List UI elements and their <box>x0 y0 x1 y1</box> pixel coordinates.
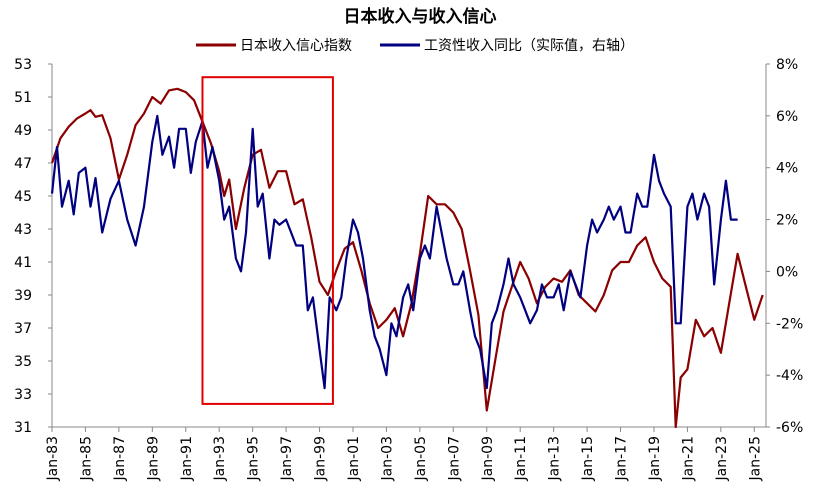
plot-area <box>50 76 764 429</box>
x-tick-label: Jan-21 <box>680 436 696 481</box>
y-axis-left-ticks: 31 33 35 37 39 41 43 45 47 49 51 53 <box>14 57 52 436</box>
x-tick-label: Jan-11 <box>513 436 529 481</box>
x-tick-label: Jan-15 <box>580 436 596 481</box>
y-right-tick-label: 2% <box>776 213 798 229</box>
x-tick-label: Jan-97 <box>279 436 295 481</box>
x-tick-label: Jan-91 <box>179 436 195 481</box>
y-left-tick-label: 33 <box>14 387 32 403</box>
legend-label-confidence: 日本收入信心指数 <box>240 38 352 54</box>
x-tick-label: Jan-19 <box>647 436 663 481</box>
y-right-tick-label: 6% <box>776 109 798 125</box>
axes <box>51 64 767 428</box>
x-tick-label: Jan-01 <box>346 436 362 481</box>
x-tick-label: Jan-93 <box>212 436 228 481</box>
x-tick-label: Jan-17 <box>614 436 630 481</box>
y-left-tick-label: 47 <box>14 156 32 172</box>
x-tick-label: Jan-09 <box>480 436 496 481</box>
y-right-tick-label: 0% <box>776 264 798 280</box>
chart-title: 日本收入与收入信心 <box>344 6 497 27</box>
y-left-tick-label: 35 <box>14 354 32 370</box>
legend-label-wage-growth: 工资性收入同比（实际值，右轴） <box>424 38 634 54</box>
x-tick-label: Jan-03 <box>379 436 395 481</box>
y-left-tick-label: 49 <box>14 123 32 139</box>
legend: 日本收入信心指数 工资性收入同比（实际值，右轴） <box>196 38 634 54</box>
x-tick-label: Jan-05 <box>413 436 429 481</box>
x-tick-label: Jan-25 <box>747 436 763 481</box>
series-line-income-confidence <box>50 87 764 429</box>
x-tick-label: Jan-85 <box>78 436 94 481</box>
highlight-box <box>201 76 334 405</box>
x-tick-label: Jan-99 <box>313 436 329 481</box>
x-tick-label: Jan-07 <box>446 436 462 481</box>
x-tick-label: Jan-87 <box>112 436 128 481</box>
y-left-tick-label: 51 <box>14 90 32 106</box>
y-left-tick-label: 45 <box>14 189 32 205</box>
y-right-tick-label: -4% <box>776 368 803 384</box>
y-right-tick-label: -6% <box>776 420 803 436</box>
y-axis-right-ticks: -6% -4% -2% 0% 2% 4% 6% 8% <box>766 57 803 436</box>
y-left-tick-label: 39 <box>14 288 32 304</box>
x-tick-label: Jan-23 <box>714 436 730 481</box>
x-tick-label: Jan-83 <box>45 436 61 481</box>
y-right-tick-label: 4% <box>776 161 798 177</box>
x-tick-label: Jan-95 <box>246 436 262 481</box>
y-left-tick-label: 37 <box>14 321 32 337</box>
x-tick-label: Jan-13 <box>547 436 563 481</box>
y-right-tick-label: -2% <box>776 316 803 332</box>
y-left-tick-label: 31 <box>14 420 32 436</box>
y-left-tick-label: 53 <box>14 57 32 73</box>
x-axis-ticks: Jan-83 Jan-85 Jan-87 Jan-89 Jan-91 Jan-93 Jan-… <box>45 427 763 481</box>
y-left-tick-label: 43 <box>14 222 32 238</box>
y-left-tick-label: 41 <box>14 255 32 271</box>
series-line-wage-growth <box>50 114 738 390</box>
x-tick-label: Jan-89 <box>145 436 161 481</box>
y-right-tick-label: 8% <box>776 57 798 73</box>
